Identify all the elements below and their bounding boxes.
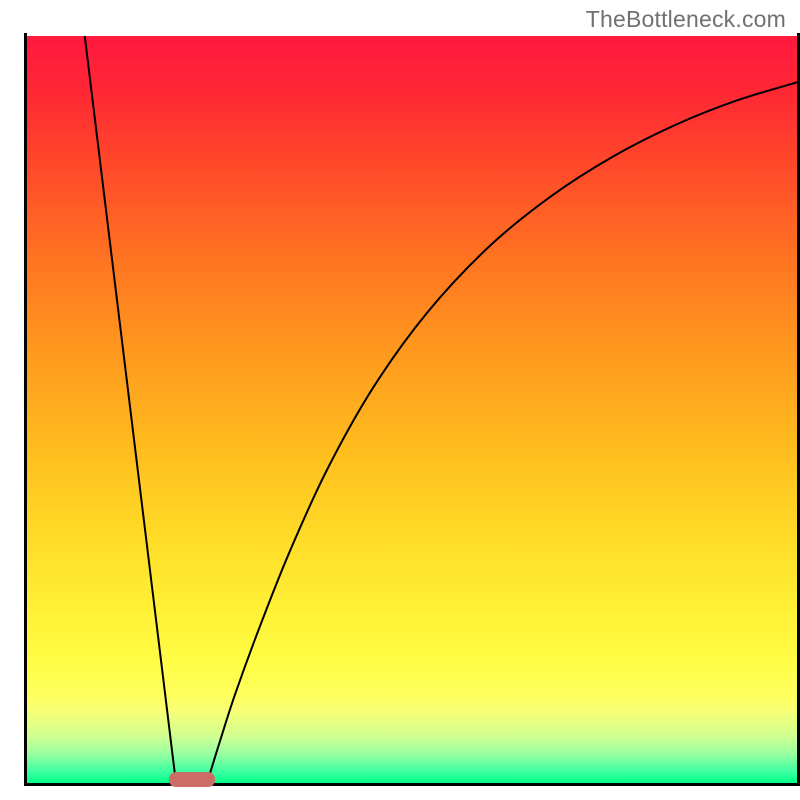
bottleneck-curve [27,36,797,783]
axis-frame-left [24,33,27,786]
optimal-marker [169,772,215,787]
axis-frame-bottom [24,783,800,786]
figure-root: TheBottleneck.com [0,0,800,800]
watermark-text: TheBottleneck.com [586,6,786,33]
plot-area [27,36,797,783]
